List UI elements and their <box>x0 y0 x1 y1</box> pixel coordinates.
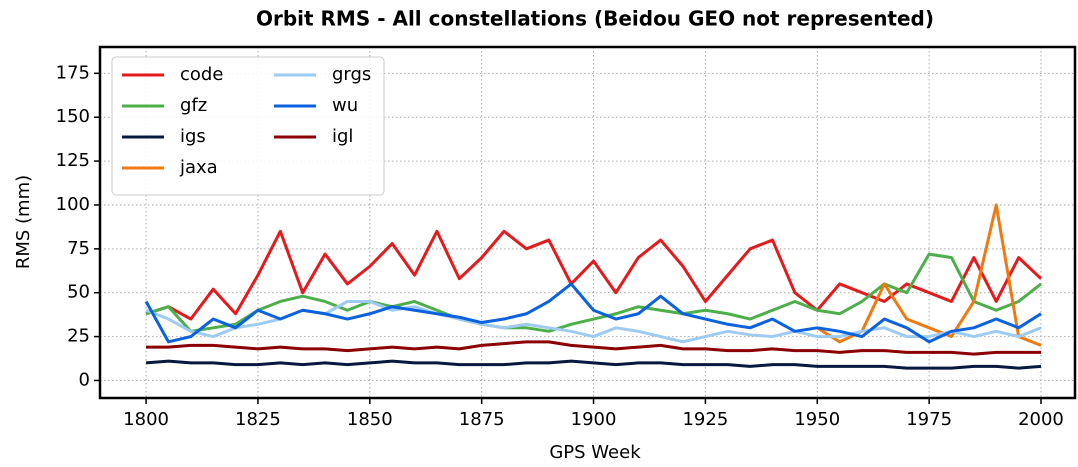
x-tick-label: 1900 <box>571 409 617 430</box>
y-tick-label: 175 <box>56 62 90 83</box>
x-tick-label: 2000 <box>1018 409 1064 430</box>
legend-label: gfz <box>180 95 207 116</box>
legend-label: igl <box>332 126 353 147</box>
x-tick-label: 1875 <box>459 409 505 430</box>
y-axis-label: RMS (mm) <box>13 175 34 269</box>
series-line <box>146 340 1041 356</box>
x-tick-label: 1925 <box>682 409 728 430</box>
legend-label: grgs <box>332 64 371 85</box>
y-tick-label: 50 <box>67 282 90 303</box>
y-tick-label: 125 <box>56 150 90 171</box>
legend-label: code <box>180 64 223 85</box>
x-tick-label: 1800 <box>123 409 169 430</box>
plot-frame <box>98 45 1077 400</box>
series-line <box>145 252 1042 333</box>
legend-label: wu <box>332 95 358 116</box>
x-tick-label: 1950 <box>794 409 840 430</box>
chart-title: Orbit RMS - All constellations (Beidou G… <box>256 7 934 31</box>
y-tick-label: 0 <box>79 369 90 390</box>
series-line <box>145 359 1042 370</box>
y-tick-label: 100 <box>56 194 90 215</box>
y-tick-label: 75 <box>67 238 90 259</box>
x-axis-label: GPS Week <box>549 442 641 463</box>
legend-label: jaxa <box>179 157 218 178</box>
y-tick-label: 150 <box>56 106 90 127</box>
x-tick-label: 1850 <box>347 409 393 430</box>
x-tick-label: 1825 <box>235 409 281 430</box>
legend-box <box>111 56 385 196</box>
x-tick-label: 1975 <box>906 409 952 430</box>
legend: code gfz igs jaxa grgs wu igl <box>111 56 385 196</box>
y-tick-label: 25 <box>67 326 90 347</box>
legend-label: igs <box>180 126 206 147</box>
series-line <box>144 282 1042 344</box>
